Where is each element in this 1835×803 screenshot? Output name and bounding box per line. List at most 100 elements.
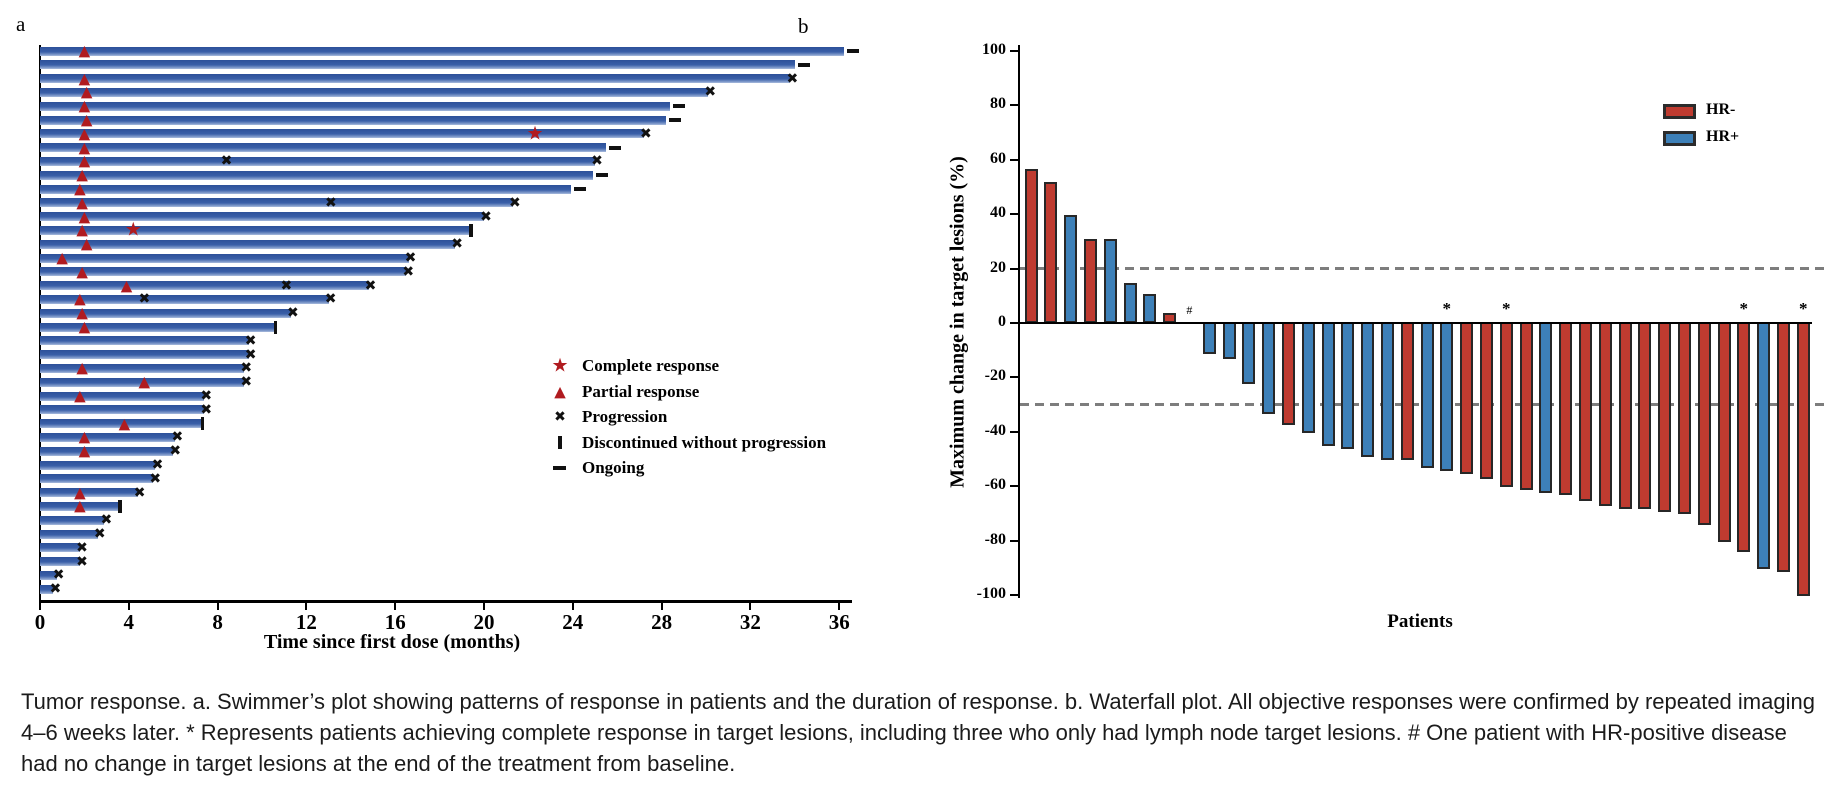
- swimmer-bar: [40, 60, 795, 70]
- partial-response-triangle-icon: ▲: [76, 303, 88, 322]
- y-axis-tick: [1010, 376, 1018, 379]
- panel-a-label: a: [16, 12, 26, 36]
- panel-a-y-axis-line: [38, 45, 41, 603]
- y-axis-tick-label: 60: [990, 149, 1006, 167]
- partial-response-triangle-icon: ▲: [120, 276, 133, 295]
- swimmer-bar: [40, 253, 409, 263]
- progression-x-icon: ✖: [240, 360, 253, 377]
- legend-complete-response-star-icon: ★: [551, 354, 569, 377]
- discontinued-tick-icon: [273, 320, 278, 334]
- swimmer-bar: [40, 515, 105, 525]
- complete-response-asterisk: *: [1442, 299, 1452, 318]
- partial-response-triangle-icon: ▲: [76, 262, 88, 281]
- swimmer-bar: [40, 501, 120, 511]
- progression-x-icon: ✖: [220, 153, 233, 170]
- swimmer-bar: [40, 570, 57, 580]
- progression-x-icon: ✖: [280, 277, 293, 294]
- partial-response-triangle-icon: ▲: [78, 317, 91, 336]
- progression-x-icon: ✖: [786, 70, 799, 87]
- swimmer-bar: [40, 184, 571, 194]
- swimmer-bar: [40, 488, 138, 498]
- x-axis-tick-label: 28: [651, 610, 673, 634]
- x-axis-tick: [660, 602, 663, 610]
- progression-x-icon: ✖: [364, 277, 377, 294]
- partial-response-triangle-icon: ▲: [118, 414, 131, 433]
- partial-response-triangle-icon: ▲: [78, 41, 91, 60]
- x-axis-tick-label: 12: [295, 610, 317, 634]
- swimmer-bar: [40, 74, 791, 84]
- x-axis-tick: [838, 602, 841, 610]
- progression-x-icon: ✖: [704, 84, 717, 101]
- swimmer-bar: [40, 584, 54, 594]
- x-axis-tick-label: 32: [739, 610, 761, 634]
- progression-x-icon: ✖: [171, 429, 184, 446]
- partial-response-triangle-icon: ▲: [76, 165, 88, 184]
- partial-response-triangle-icon: ▲: [78, 138, 91, 157]
- y-axis-tick-label: 20: [990, 258, 1006, 276]
- progression-x-icon: ✖: [133, 484, 146, 501]
- x-axis-tick-label: 4: [123, 610, 135, 634]
- swimmer-bar: [40, 322, 276, 332]
- partial-response-triangle-icon: ▲: [138, 372, 151, 391]
- progression-x-icon: ✖: [286, 305, 299, 322]
- legend-hr-negative-swatch: [1663, 104, 1696, 119]
- progression-x-icon: ✖: [244, 332, 257, 349]
- legend-progression-x-icon: ✖: [554, 409, 566, 425]
- partial-response-triangle-icon: ▲: [78, 151, 91, 170]
- swimmer-bar: [40, 432, 176, 442]
- progression-x-icon: ✖: [451, 236, 463, 253]
- panel-b-x-axis-title: Patients: [1387, 611, 1453, 632]
- y-axis-tick: [1010, 213, 1018, 216]
- swimmer-bar: [40, 267, 407, 277]
- progression-x-icon: ✖: [49, 581, 62, 598]
- ongoing-dash-icon: [573, 187, 586, 191]
- swimmer-bar: [40, 170, 593, 180]
- swimmer-bar: [40, 101, 671, 111]
- partial-response-triangle-icon: ▲: [76, 358, 88, 377]
- partial-response-triangle-icon: ▲: [56, 248, 68, 267]
- discontinued-tick-icon: [118, 499, 122, 513]
- swimmer-bar: [40, 446, 174, 456]
- x-axis-tick-label: 16: [384, 610, 406, 634]
- swimmer-bar: [40, 308, 291, 318]
- discontinued-tick-icon: [469, 223, 473, 237]
- swimmer-bar: [40, 143, 607, 153]
- x-axis-tick-label: 36: [828, 610, 850, 634]
- ongoing-dash-icon: [797, 62, 810, 67]
- legend-ongoing-dash-icon: [553, 465, 566, 471]
- x-axis-tick: [305, 602, 308, 610]
- panel-b-label: b: [798, 14, 809, 38]
- swimmer-bar: [40, 336, 249, 346]
- figure-caption: Tumor response. a. Swimmer’s plot showin…: [21, 689, 1815, 777]
- y-axis-tick: [1010, 267, 1018, 270]
- ongoing-dash-icon: [846, 49, 859, 53]
- partial-response-triangle-icon: ▲: [74, 289, 86, 308]
- partial-response-triangle-icon: ▲: [80, 110, 93, 129]
- progression-x-icon: ✖: [591, 153, 603, 170]
- y-axis-tick: [1010, 430, 1018, 433]
- zero-baseline: [1020, 321, 1812, 325]
- progression-x-icon: ✖: [52, 567, 65, 584]
- y-axis-tick-label: 80: [990, 95, 1006, 113]
- legend-hr-positive-swatch: [1663, 131, 1696, 146]
- complete-response-asterisk: *: [1798, 299, 1808, 318]
- legend-label: Progression: [582, 407, 668, 426]
- progression-x-icon: ✖: [100, 512, 113, 529]
- progression-x-icon: ✖: [324, 291, 337, 308]
- ongoing-dash-icon: [673, 104, 686, 109]
- partial-response-triangle-icon: ▲: [78, 96, 91, 115]
- legend-label: Ongoing: [582, 458, 645, 477]
- y-axis-tick-label: -100: [976, 585, 1006, 602]
- swimmer-bar: [40, 281, 369, 291]
- ongoing-dash-icon: [609, 145, 622, 150]
- ongoing-dash-icon: [595, 173, 608, 178]
- panel-b-y-axis-line: [1017, 45, 1020, 598]
- partial-response-triangle-icon: ▲: [78, 124, 91, 143]
- legend-label: Complete response: [582, 356, 720, 375]
- progression-x-icon: ✖: [402, 263, 415, 280]
- legend-discontinued-tick-icon: [558, 436, 562, 449]
- x-axis-tick: [394, 602, 397, 610]
- partial-response-triangle-icon: ▲: [78, 207, 91, 226]
- y-axis-tick-label: -80: [984, 530, 1006, 548]
